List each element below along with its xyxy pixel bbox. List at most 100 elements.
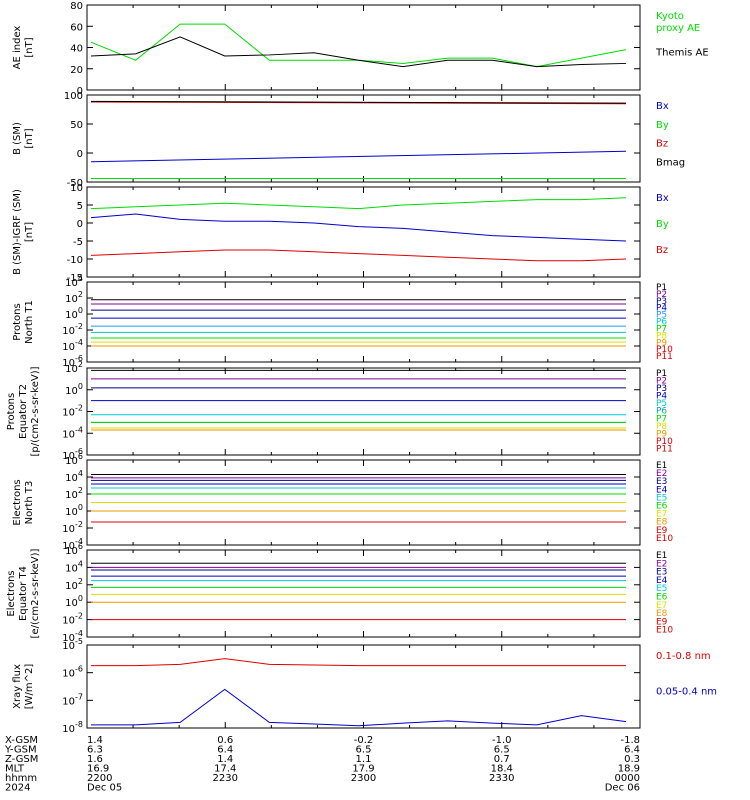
x-row-value: -1.0 [492, 735, 512, 746]
x-row-value: 0.3 [624, 754, 640, 765]
legend-label: E8 [656, 518, 668, 528]
y-axis-label: Protons [6, 393, 17, 430]
y-tick-label: 10-4 [62, 537, 83, 552]
legend-label: P7 [656, 324, 667, 334]
legend-label: Themis AE [655, 48, 709, 59]
y-tick-label: 10-7 [62, 692, 83, 707]
x-row-value: 0.6 [217, 735, 233, 746]
x-row-name: Z-GSM [5, 754, 38, 765]
legend-label: E4 [656, 485, 668, 495]
legend-label: E5 [656, 584, 667, 594]
series-line [91, 658, 626, 667]
legend-label: 0.05-0.4 nm [656, 687, 717, 698]
legend-label: P6 [656, 407, 667, 417]
legend-label: P11 [656, 444, 673, 454]
x-axis-table: X-GSM 1.4 0.6 -0.2 -1.0 -1.8 Y-GSM 6.3 6.4 6.5 6.5… [4, 735, 640, 794]
y-tick-label: -15 [67, 273, 83, 284]
legend-label: P2 [656, 377, 667, 387]
legend-label: Kyoto [656, 11, 684, 22]
legend-label: P9 [656, 429, 667, 439]
y-tick-label: 102 [65, 360, 83, 375]
x-row-value: 1.4 [87, 735, 103, 746]
legend-label: P10 [656, 345, 673, 355]
series-line [90, 249, 627, 262]
y-tick-label: 10-5 [62, 637, 83, 652]
x-row-value: 2300 [351, 773, 376, 784]
x-row-value: 0.7 [494, 754, 510, 765]
legend-label: E1 [656, 551, 667, 561]
legend-label: P1 [656, 369, 667, 379]
y-axis-label: AE index [12, 26, 23, 70]
legend-label: Bz [656, 245, 668, 256]
y-tick-label: 10-2 [62, 520, 83, 535]
series-line [90, 100, 627, 104]
y-axis-label: [nT] [24, 37, 35, 57]
y-tick-label: 106 [65, 542, 83, 557]
x-row-name: Y-GSM [4, 745, 37, 756]
panel-frame [86, 4, 641, 91]
x-row-name: X-GSM [5, 735, 38, 746]
x-row-value: 16.9 [87, 764, 109, 775]
y-tick-label: 104 [65, 274, 83, 289]
panel-frame [86, 281, 641, 363]
panel-frame [86, 186, 641, 278]
y-axis-label: North T1 [24, 300, 35, 344]
legend-label: E9 [656, 617, 668, 627]
y-axis-label: [e/(cm2-s-sr-keV)] [30, 548, 41, 638]
legend-label: E6 [656, 593, 668, 603]
x-row-value: 6.4 [217, 745, 233, 756]
panel-5: 10-6 10-4 10-2 100 102 Protons Equator T2 [p/(c… [6, 360, 673, 462]
y-tick-label: 100 [64, 91, 83, 102]
y-tick-label: 5 [77, 201, 83, 212]
y-axis-label: Electrons [6, 570, 17, 616]
y-tick-label: 10-6 [62, 665, 83, 680]
series-line [90, 150, 627, 163]
y-axis-label: [nT] [24, 222, 35, 242]
y-tick-label: 80 [70, 1, 83, 12]
legend-label: proxy AE [656, 23, 700, 34]
x-row-name: MLT [5, 764, 25, 775]
series-line [90, 101, 627, 105]
y-tick-label: 100 [65, 503, 83, 518]
y-tick-label: 10-8 [62, 720, 83, 735]
y-tick-label: 40 [70, 44, 83, 55]
legend-label: E3 [656, 568, 667, 578]
legend-label: By [656, 219, 669, 230]
legend-label: Bmag [656, 157, 685, 168]
legend-label: P2 [656, 290, 667, 300]
x-row-value: 6.5 [494, 745, 510, 756]
legend-label: Bz [656, 139, 668, 150]
y-tick-label: 100 [65, 382, 83, 397]
x-row-value: 0000 [615, 773, 640, 784]
y-tick-label: 60 [70, 22, 83, 33]
y-tick-label: 10-4 [62, 629, 83, 644]
x-row-value: 1.4 [217, 754, 233, 765]
legend-label: E9 [656, 526, 668, 536]
legend-label: P10 [656, 437, 673, 447]
x-row-value: 1.1 [356, 754, 372, 765]
y-axis-label: [p/(cm2-s-sr-keV)] [30, 366, 41, 456]
y-axis-label: [W/m^2] [24, 664, 35, 710]
panel-8: 10-8 10-7 10-6 10-5 Xray flux [W/m^2] 0.1-0.8 … [12, 637, 717, 735]
x-row-name: 2024 [5, 783, 30, 794]
legend-label: E8 [656, 609, 668, 619]
panel-frame [86, 644, 641, 729]
legend-label: By [656, 120, 669, 131]
legend-label: P1 [656, 283, 667, 293]
x-row-value: 6.4 [624, 745, 640, 756]
x-row-value: 17.4 [214, 764, 236, 775]
y-tick-label: 102 [65, 290, 83, 305]
y-tick-label: 20 [70, 65, 83, 76]
legend-label: E5 [656, 493, 667, 503]
x-row-value: 18.4 [491, 764, 513, 775]
x-row-value: -1.8 [620, 735, 640, 746]
y-tick-label: 0 [77, 86, 83, 97]
x-row-value: 6.3 [87, 745, 103, 756]
y-tick-label: 10 [70, 183, 83, 194]
legend-label: P8 [656, 331, 667, 341]
x-row-value: -0.2 [354, 735, 374, 746]
legend-label: E7 [656, 510, 667, 520]
